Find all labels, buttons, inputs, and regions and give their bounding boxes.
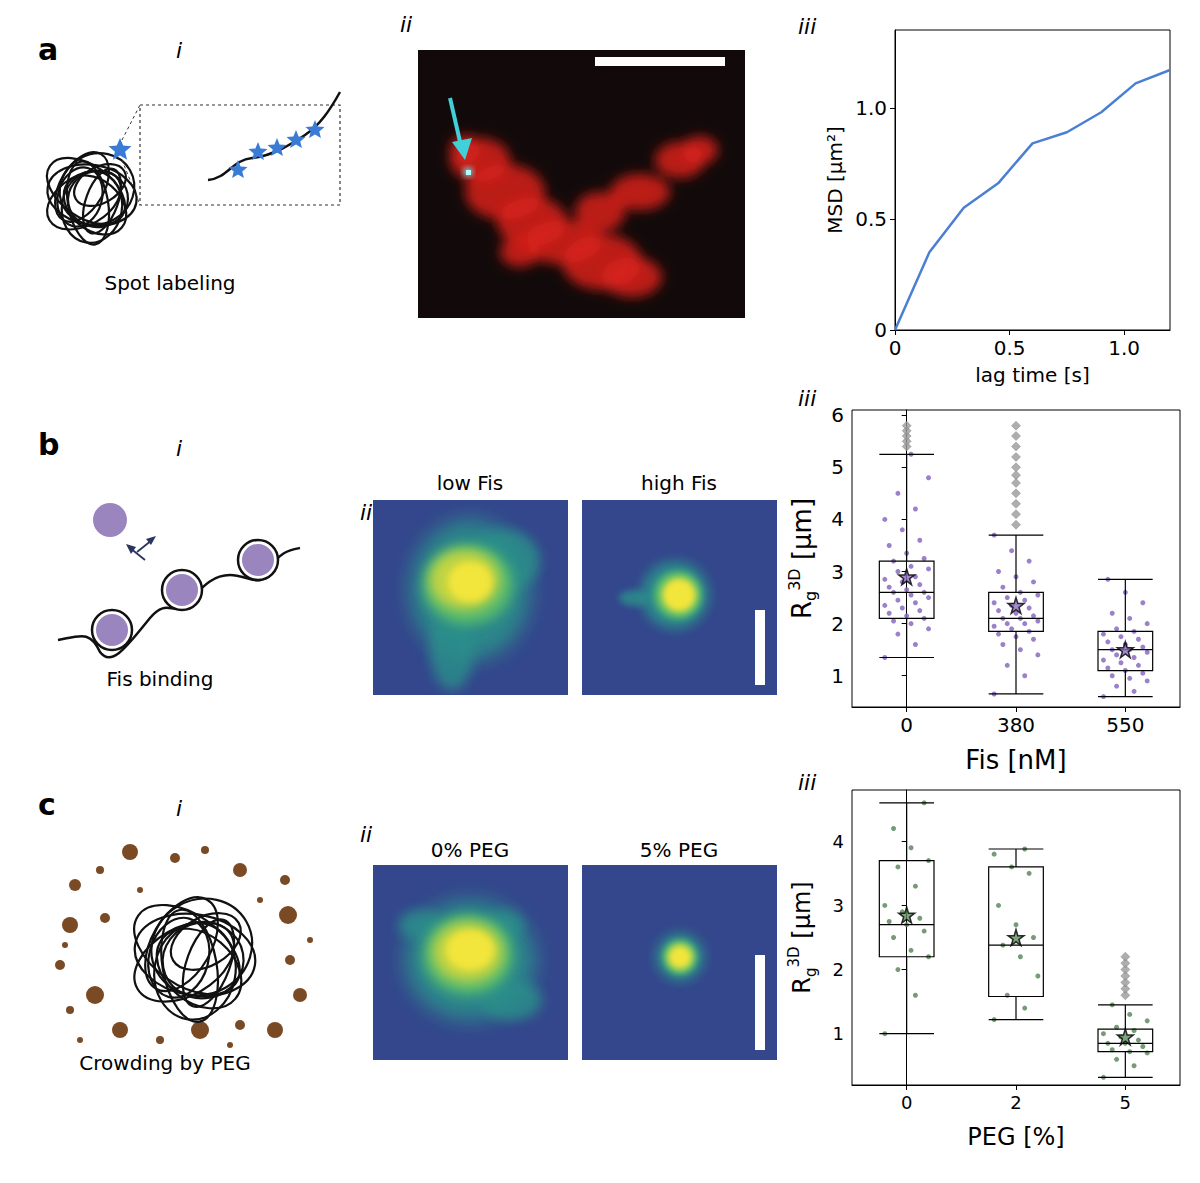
svg-text:iii: iii (798, 14, 816, 39)
svg-text:ii: ii (360, 822, 372, 847)
svg-text:380: 380 (997, 713, 1035, 737)
svg-text:i: i (176, 436, 182, 461)
svg-text:1.0: 1.0 (1108, 336, 1140, 360)
svg-text:1.0: 1.0 (855, 96, 887, 120)
svg-text:1: 1 (833, 1023, 844, 1044)
svg-text:2: 2 (833, 959, 844, 980)
svg-text:Fis binding: Fis binding (107, 667, 214, 691)
svg-text:0.5: 0.5 (855, 207, 887, 231)
svg-text:4: 4 (831, 507, 844, 531)
svg-text:0: 0 (874, 318, 887, 342)
svg-text:0: 0 (889, 336, 902, 360)
svg-text:lag time [s]: lag time [s] (975, 363, 1089, 387)
svg-text:PEG [%]: PEG [%] (967, 1123, 1064, 1151)
svg-text:2: 2 (1010, 1092, 1021, 1113)
svg-text:6: 6 (831, 403, 844, 427)
svg-text:0: 0 (901, 1092, 912, 1113)
svg-text:3D: 3D (785, 946, 803, 967)
svg-text:low Fis: low Fis (437, 471, 504, 495)
svg-text:R: R (787, 601, 817, 619)
svg-text:5% PEG: 5% PEG (640, 838, 718, 862)
svg-text:ii: ii (400, 12, 412, 37)
svg-text:Crowding by PEG: Crowding by PEG (79, 1051, 250, 1075)
svg-text:5: 5 (1120, 1092, 1131, 1113)
svg-text:0% PEG: 0% PEG (431, 838, 509, 862)
svg-text:ii: ii (360, 500, 372, 525)
svg-text:iii: iii (798, 770, 816, 795)
svg-text:1: 1 (831, 664, 844, 688)
svg-text:c: c (38, 787, 56, 822)
svg-text:2: 2 (831, 612, 844, 636)
svg-text:3: 3 (831, 560, 844, 584)
svg-text:Spot labeling: Spot labeling (104, 271, 235, 295)
svg-text:0.5: 0.5 (994, 336, 1026, 360)
svg-text:i: i (176, 796, 182, 821)
svg-text:high Fis: high Fis (641, 471, 717, 495)
svg-text:[μm]: [μm] (788, 881, 816, 946)
svg-text:3D: 3D (785, 568, 804, 591)
svg-text:b: b (38, 427, 59, 462)
svg-text:3: 3 (833, 895, 844, 916)
svg-text:iii: iii (798, 386, 816, 411)
svg-text:g: g (801, 591, 820, 601)
svg-text:4: 4 (833, 831, 844, 852)
svg-text:a: a (38, 32, 58, 67)
svg-text:0: 0 (900, 713, 913, 737)
svg-text:MSD [μm²]: MSD [μm²] (823, 126, 847, 234)
svg-text:5: 5 (831, 455, 844, 479)
svg-text:i: i (176, 38, 182, 63)
svg-text:Fis [nM]: Fis [nM] (965, 745, 1066, 775)
svg-text:[μm]: [μm] (787, 498, 817, 568)
svg-text:R: R (788, 977, 816, 994)
svg-text:g: g (802, 967, 820, 977)
svg-text:550: 550 (1106, 713, 1144, 737)
